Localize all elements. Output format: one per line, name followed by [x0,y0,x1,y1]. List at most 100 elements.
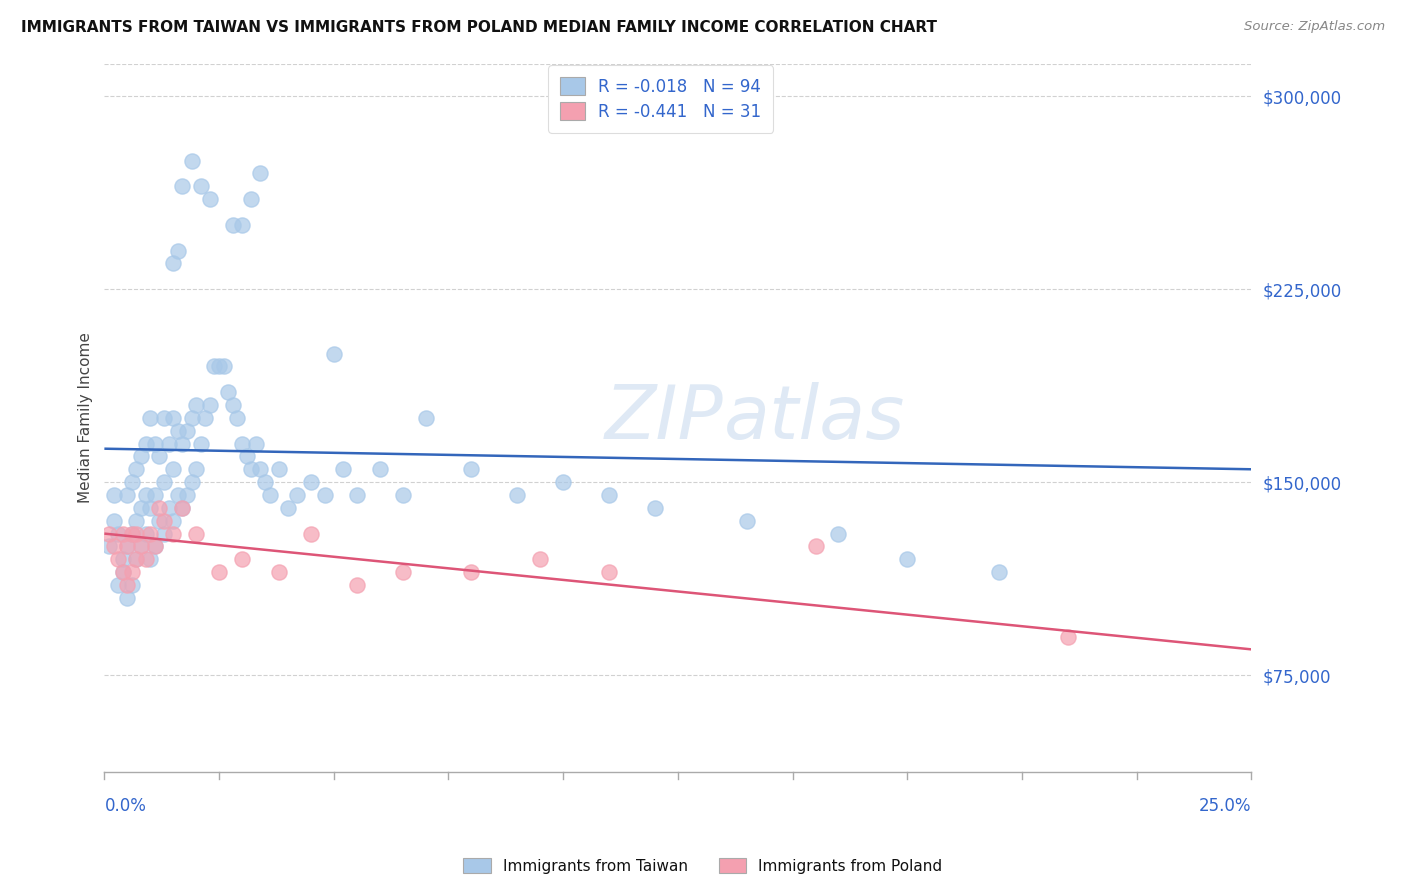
Y-axis label: Median Family Income: Median Family Income [79,333,93,503]
Point [125,552,148,566]
Point [111,526,134,541]
Point [190,436,212,450]
Text: 25.0%: 25.0% [1199,797,1251,815]
Point [346,488,368,502]
Point [121,565,143,579]
Point [267,565,290,579]
Point [117,488,139,502]
Point [162,462,184,476]
Point [222,398,245,412]
Point [368,462,391,476]
Point [226,410,249,425]
Point [117,540,139,554]
Point [139,526,162,541]
Point [245,436,267,450]
Point [125,526,148,541]
Point [186,462,208,476]
Point [391,488,413,502]
Point [180,475,202,490]
Point [135,526,157,541]
Point [135,436,157,450]
Point [111,552,134,566]
Point [391,565,413,579]
Point [180,410,202,425]
Text: ZIP: ZIP [605,382,724,454]
Point [208,565,231,579]
Point [143,540,166,554]
Point [111,565,134,579]
Point [415,410,437,425]
Point [117,578,139,592]
Point [121,475,143,490]
Point [172,436,194,450]
Point [217,385,239,400]
Point [125,552,148,566]
Point [129,450,152,464]
Point [222,218,245,232]
Point [143,540,166,554]
Point [735,514,758,528]
Point [598,488,620,502]
Point [460,565,482,579]
Point [285,488,308,502]
Point [148,500,170,515]
Point [314,488,336,502]
Point [153,526,176,541]
Point [157,436,180,450]
Point [107,552,129,566]
Point [162,526,184,541]
Point [249,462,271,476]
Point [162,256,184,270]
Point [180,153,202,168]
Point [162,410,184,425]
Point [644,500,666,515]
Point [121,578,143,592]
Point [988,565,1011,579]
Point [332,462,354,476]
Text: 0.0%: 0.0% [104,797,146,815]
Point [107,526,129,541]
Point [125,462,148,476]
Point [460,462,482,476]
Point [267,462,290,476]
Point [253,475,276,490]
Point [204,359,226,374]
Point [107,578,129,592]
Point [117,540,139,554]
Point [103,488,125,502]
Legend: Immigrants from Taiwan, Immigrants from Poland: Immigrants from Taiwan, Immigrants from … [457,852,949,880]
Point [135,552,157,566]
Point [198,398,221,412]
Point [103,514,125,528]
Point [896,552,918,566]
Point [240,462,263,476]
Point [129,540,152,554]
Point [506,488,529,502]
Point [135,488,157,502]
Point [143,436,166,450]
Point [139,500,162,515]
Point [153,514,176,528]
Point [111,565,134,579]
Point [598,565,620,579]
Point [153,475,176,490]
Point [231,218,253,232]
Point [827,526,849,541]
Point [194,410,217,425]
Point [103,540,125,554]
Point [157,500,180,515]
Legend: R = -0.018   N = 94, R = -0.441   N = 31: R = -0.018 N = 94, R = -0.441 N = 31 [548,65,773,133]
Point [153,410,176,425]
Point [259,488,281,502]
Point [166,424,188,438]
Point [804,540,827,554]
Point [235,450,257,464]
Point [186,398,208,412]
Point [172,500,194,515]
Text: Source: ZipAtlas.com: Source: ZipAtlas.com [1244,20,1385,33]
Point [529,552,551,566]
Point [198,192,221,206]
Point [121,526,143,541]
Point [148,514,170,528]
Point [322,346,344,360]
